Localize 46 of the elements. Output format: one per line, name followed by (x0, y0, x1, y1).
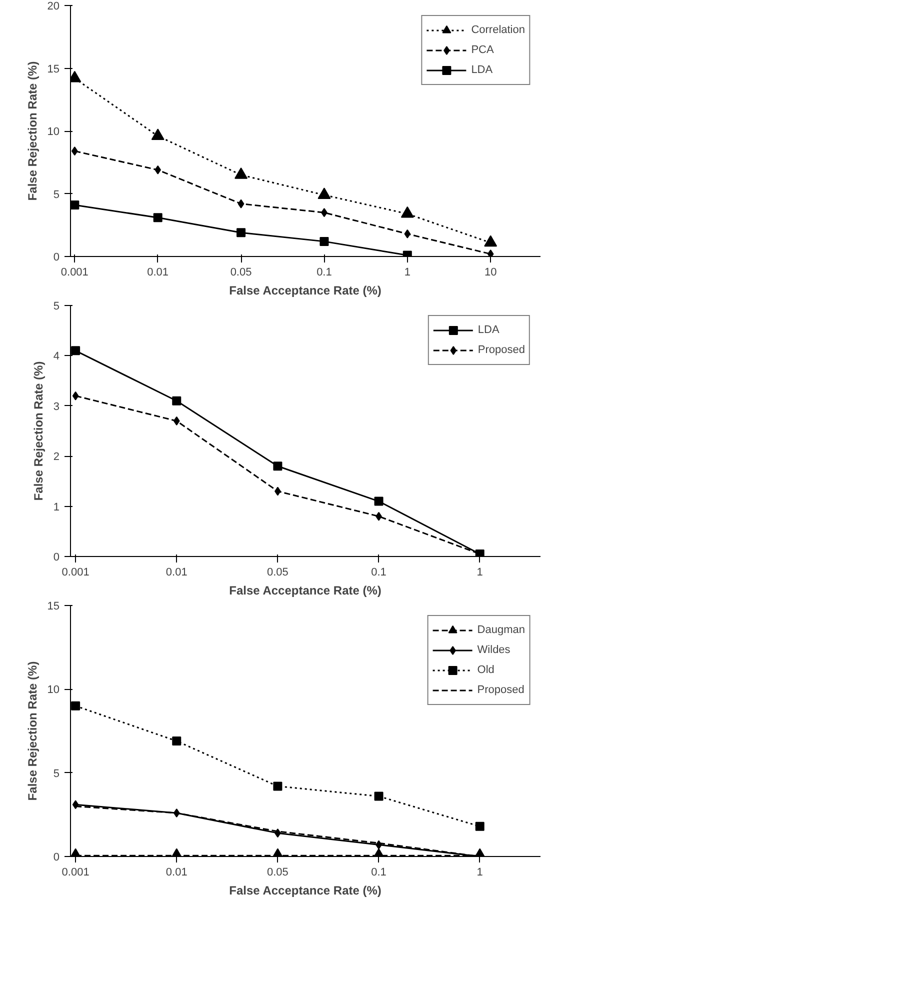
legend-label: Correlation (471, 24, 525, 36)
legend-label: Daugman (477, 624, 525, 636)
x-tick-label: 0.1 (316, 266, 332, 278)
y-tick-label: 15 (47, 600, 60, 612)
y-tick-label: 4 (53, 350, 60, 363)
y-tick-label: 3 (53, 400, 60, 413)
x-tick-label: 1 (476, 566, 483, 578)
legend-label: Old (477, 664, 496, 676)
y-axis-title: False Rejection Rate (%) (31, 361, 46, 501)
y-tick-label: 2 (53, 451, 60, 464)
x-tick-label: 0.001 (60, 266, 88, 278)
y-tick-label: 15 (47, 63, 60, 76)
y-tick-label: 5 (53, 300, 60, 312)
y-axis-title: False Rejection Rate (%) (25, 61, 40, 201)
legend-label: Wildes (477, 644, 510, 656)
legend-label: PCA (471, 44, 494, 56)
y-tick-label: 20 (47, 0, 60, 12)
legend-label: Proposed (478, 344, 525, 356)
x-tick-label: 0.01 (147, 266, 169, 278)
y-tick-label: 0 (53, 552, 60, 564)
y-tick-label: 5 (53, 768, 60, 780)
x-axis-title: False Acceptance Rate (%) (229, 584, 382, 598)
x-tick-label: 1 (476, 866, 483, 878)
y-tick-label: 0 (53, 852, 60, 864)
x-axis-title: False Acceptance Rate (%) (229, 884, 382, 898)
x-tick-label: 0.05 (267, 566, 288, 578)
x-tick-label: 0.001 (62, 866, 90, 878)
legend-label: LDA (471, 64, 493, 76)
x-tick-label: 1 (404, 266, 410, 278)
legend-label: LDA (478, 324, 500, 336)
legend-label: Proposed (477, 684, 524, 696)
y-tick-label: 0 (53, 252, 60, 264)
x-tick-label: 0.01 (166, 566, 188, 578)
y-tick-label: 1 (53, 501, 60, 514)
x-tick-label: 0.1 (371, 566, 386, 578)
x-tick-label: 0.05 (267, 866, 288, 878)
x-tick-label: 0.001 (62, 566, 90, 578)
y-tick-label: 5 (53, 188, 60, 201)
y-tick-label: 10 (47, 126, 60, 138)
y-axis-title: False Rejection Rate (%) (25, 661, 40, 801)
x-axis-title: False Acceptance Rate (%) (229, 284, 382, 298)
x-tick-label: 10 (484, 266, 497, 278)
x-tick-label: 0.01 (166, 866, 188, 878)
x-tick-label: 0.05 (230, 266, 252, 278)
y-tick-label: 10 (47, 684, 60, 696)
x-tick-label: 0.1 (371, 866, 386, 878)
